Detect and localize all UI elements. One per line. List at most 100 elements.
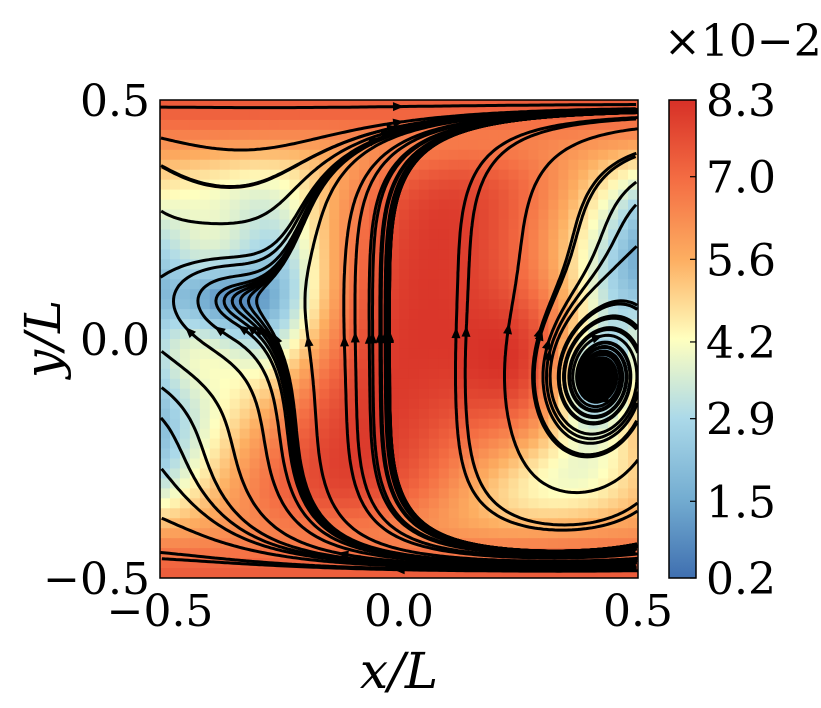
heatmap-cell [628,229,638,241]
heatmap-cell [408,129,420,141]
heatmap-cell [438,348,450,360]
heatmap-cell [558,239,569,250]
heatmap-cell [608,109,619,121]
heatmap-cell [329,249,340,260]
heatmap-cell [399,179,410,191]
heatmap-cell [428,179,440,191]
heatmap-cell [359,149,370,161]
heatmap-cell [399,299,410,310]
heatmap-cell [508,199,520,211]
heatmap-cell [259,309,271,320]
heatmap-cell [408,329,420,340]
heatmap-cell [428,398,440,410]
heatmap-cell [319,358,330,370]
heatmap-cell [369,289,380,300]
colorbar-tick-label: 8.3 [706,76,776,127]
heatmap-cell [488,348,500,360]
heatmap-cell [538,159,549,171]
heatmap-cell [269,289,281,300]
heatmap-cell [468,259,480,270]
heatmap-cell [588,209,599,221]
heatmap-cell [189,209,201,221]
heatmap-cell [498,398,510,410]
heatmap-cell [508,358,520,370]
heatmap-cell [588,229,599,241]
heatmap-cell [508,219,520,231]
heatmap-cell [289,109,301,121]
heatmap-cell [488,488,500,499]
heatmap-cell [299,329,310,340]
heatmap-cell [528,428,540,440]
heatmap-cell [279,508,291,519]
heatmap-cell [339,488,350,499]
heatmap-cell [518,508,530,519]
heatmap-cell [478,458,490,470]
heatmap-cell [219,139,231,151]
heatmap-cell [418,388,430,400]
heatmap-cell [558,159,569,171]
heatmap-cell [418,378,430,390]
heatmap-cell [239,299,251,310]
heatmap-cell [498,209,510,221]
heatmap-cell [309,329,320,340]
heatmap-cell [349,100,360,111]
heatmap-cell [598,189,609,201]
heatmap-cell [339,448,350,460]
heatmap-cell [339,438,350,450]
heatmap-cell [299,398,310,410]
heatmap-cell [239,129,251,141]
heatmap-cell [628,309,638,320]
heatmap-cell [508,339,520,350]
heatmap-cell [568,568,579,578]
heatmap-cell [229,538,241,549]
heatmap-cell [369,149,380,161]
heatmap-cell [558,229,569,241]
heatmap-cell [289,119,301,131]
heatmap-cell [399,478,410,489]
heatmap-cell [329,100,340,111]
heatmap-cell [319,329,330,340]
heatmap-cell [408,468,420,480]
heatmap-cell [478,568,490,578]
heatmap-cell [329,229,340,241]
streamline-arrow [596,369,606,381]
heatmap-cell [169,498,181,509]
heatmap-cell [578,219,589,231]
heatmap-cell [399,458,410,470]
heatmap-cell [408,378,420,390]
heatmap-cell [219,488,231,499]
heatmap-cell [468,368,480,380]
heatmap-cell [369,538,380,549]
heatmap-cell [169,378,181,390]
heatmap-cell [548,139,559,151]
heatmap-cell [578,249,589,260]
heatmap-cell [508,468,520,480]
heatmap-cell [618,229,629,241]
heatmap-cell [438,319,450,330]
heatmap-cell [379,508,390,519]
heatmap-cell [618,179,629,191]
heatmap-cell [359,518,370,529]
heatmap-cell [578,119,589,131]
heatmap-cell [299,229,310,241]
heatmap-cell [578,189,589,201]
heatmap-cell [219,169,231,181]
heatmap-cell [160,368,171,380]
heatmap-cell [229,398,241,410]
heatmap-cell [518,528,530,539]
heatmap-cell [189,109,201,121]
heatmap-cell [468,468,480,480]
heatmap-cell [319,448,330,460]
heatmap-cell [349,129,360,141]
heatmap-cell [269,438,281,450]
heatmap-cell [219,149,231,161]
streamline-arrow [534,329,544,342]
heatmap-cell [448,458,460,470]
heatmap-cell [160,538,171,549]
heatmap-cell [528,508,540,519]
heatmap-cell [458,269,470,280]
heatmap-cell [349,378,360,390]
heatmap-cell [199,358,211,370]
heatmap-cell [478,428,490,440]
heatmap-cell [199,329,211,340]
